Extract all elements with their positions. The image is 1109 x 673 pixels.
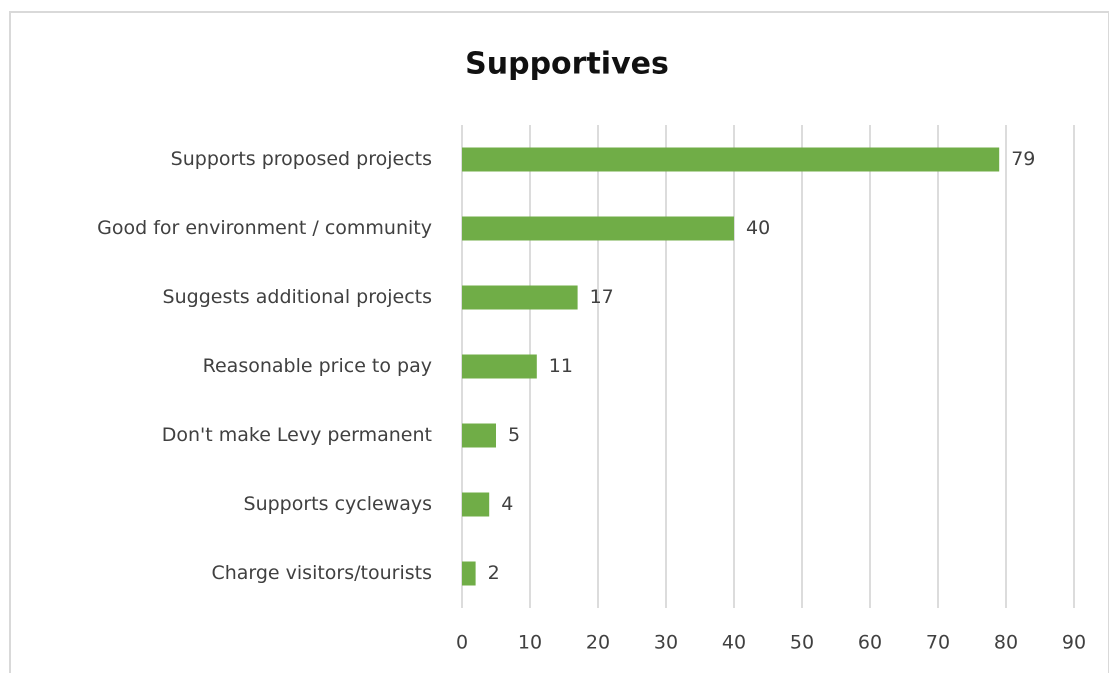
bar: [462, 354, 537, 379]
x-tick-label: 50: [790, 632, 814, 654]
bar: [462, 216, 734, 241]
data-label: 17: [590, 286, 614, 308]
bar: [462, 492, 490, 517]
bar: [462, 561, 476, 586]
bar: [462, 423, 496, 448]
y-tick-label: Don't make Levy permanent: [162, 424, 432, 446]
data-label: 40: [746, 217, 770, 239]
y-tick-label: Reasonable price to pay: [203, 355, 432, 377]
bar: [462, 285, 578, 310]
y-tick-label: Charge visitors/tourists: [211, 562, 432, 584]
x-tick-label: 60: [858, 632, 882, 654]
data-label: 4: [501, 493, 513, 515]
bar: [462, 147, 1000, 172]
data-label: 5: [508, 424, 520, 446]
y-tick-label: Supports cycleways: [244, 493, 432, 515]
x-tick-label: 20: [586, 632, 610, 654]
x-tick-label: 80: [994, 632, 1018, 654]
chart-title: Supportives: [465, 47, 669, 82]
x-tick-label: 0: [456, 632, 468, 654]
x-tick-label: 90: [1062, 632, 1086, 654]
y-tick-label: Good for environment / community: [97, 217, 432, 239]
x-tick-label: 10: [518, 632, 542, 654]
data-label: 11: [549, 355, 573, 377]
y-tick-label: Supports proposed projects: [171, 148, 432, 170]
data-label: 79: [1011, 148, 1035, 170]
chart-frame: [9, 11, 1109, 673]
x-tick-label: 70: [926, 632, 950, 654]
x-tick-label: 30: [654, 632, 678, 654]
data-label: 2: [488, 562, 500, 584]
x-tick-label: 40: [722, 632, 746, 654]
y-tick-label: Suggests additional projects: [163, 286, 432, 308]
